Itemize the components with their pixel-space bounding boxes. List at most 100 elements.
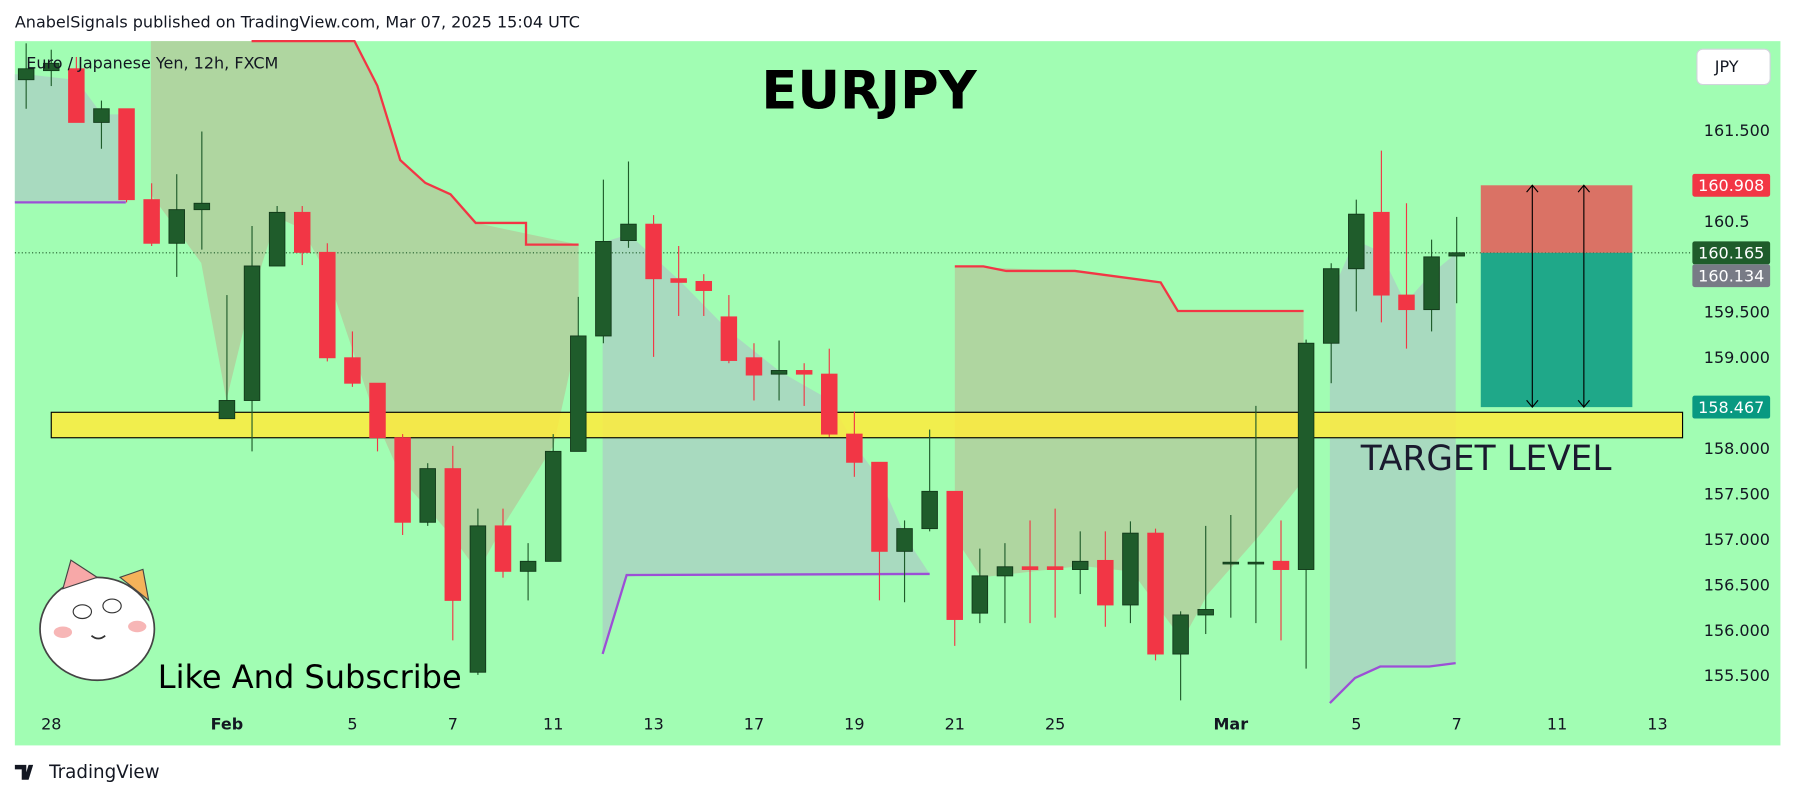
x-tick-label: 5 — [1351, 714, 1361, 733]
candle-body — [1272, 560, 1290, 570]
candle-body — [68, 68, 85, 123]
y-tick-label: 156.500 — [1704, 575, 1770, 594]
target-zone — [50, 411, 1684, 439]
candle-body — [570, 335, 587, 452]
y-tick-label: 157.500 — [1704, 484, 1770, 503]
candle-body — [1322, 268, 1340, 344]
candle-body — [193, 202, 211, 211]
y-tick-label: 158.000 — [1704, 439, 1770, 458]
candle-body — [1172, 614, 1189, 655]
zone-label: TARGET LEVEL — [1360, 439, 1612, 479]
candle-body — [896, 528, 913, 552]
trend-shade — [14, 74, 126, 203]
y-tick-label: 156.000 — [1704, 621, 1770, 640]
currency-box[interactable] — [1696, 48, 1771, 86]
candle-body — [795, 370, 813, 375]
candle-body — [745, 357, 763, 376]
annotation: Like And Subscribe — [158, 658, 462, 696]
candle-body — [419, 468, 436, 523]
arrow-head — [1526, 399, 1539, 409]
candle-body — [369, 382, 386, 439]
candle-body — [946, 490, 963, 620]
candle-body — [821, 373, 838, 435]
arrow-head — [1577, 399, 1591, 409]
x-tick-label: 11 — [543, 714, 563, 733]
candle-body — [544, 450, 562, 562]
cat-blush — [128, 620, 147, 633]
indicator-layer — [14, 40, 1456, 704]
main-layer: 155.500 156.000 156.500 157.000 157.500 158.0… — [14, 43, 1771, 733]
candle-body — [268, 211, 286, 267]
candle-body — [1297, 342, 1315, 570]
candle-body — [43, 62, 60, 72]
arrow-head — [1577, 184, 1591, 193]
candle-body — [1373, 211, 1390, 296]
candle-body — [921, 490, 938, 530]
candle-body — [1448, 252, 1465, 257]
price-tag — [1692, 395, 1771, 419]
publish-header: AnabelSignals published on TradingView.c… — [15, 12, 580, 31]
candle-body — [218, 400, 236, 420]
cat-ear — [62, 559, 99, 590]
candle-body — [1247, 561, 1265, 565]
cat-blush — [53, 626, 73, 638]
candle-body — [971, 575, 989, 614]
x-tick-label: 25 — [1045, 714, 1065, 733]
candle-body — [1097, 559, 1114, 606]
trend-shade — [150, 41, 579, 572]
price-tag — [1692, 264, 1771, 288]
candle-body — [695, 280, 713, 291]
candle-body — [118, 108, 135, 201]
y-tick-label: 155.500 — [1704, 666, 1770, 685]
x-tick-label: 17 — [744, 714, 764, 733]
candle-body — [17, 68, 35, 81]
candle-body — [519, 560, 537, 572]
cat-sticker — [39, 559, 156, 682]
supertrend-line — [1329, 661, 1456, 704]
candle-body — [143, 199, 160, 244]
x-tick-label: Feb — [211, 714, 244, 733]
trend-shade — [602, 234, 930, 654]
price-tag-label: 160.908 — [1698, 176, 1764, 195]
symbol-legend: Euro / Japanese Yen, 12h, FXCM — [26, 54, 278, 73]
logo-mark — [14, 764, 34, 780]
candle-body — [871, 461, 888, 552]
y-tick-label: 159.500 — [1704, 303, 1770, 322]
x-tick-label: 13 — [1647, 714, 1667, 733]
currency-label[interactable]: JPY — [1714, 57, 1739, 76]
candle-body — [494, 525, 512, 572]
footer-text: TradingView — [48, 762, 160, 783]
candle-body — [1222, 561, 1240, 565]
candle-body — [344, 357, 361, 384]
price-tag — [1692, 241, 1771, 265]
stop-zone — [1480, 185, 1633, 253]
candle-body — [1071, 560, 1089, 570]
candle-body — [1046, 566, 1064, 570]
candle-body — [444, 468, 462, 601]
price-tag-label: 160.134 — [1698, 266, 1764, 285]
x-tick-label: 7 — [448, 714, 458, 733]
x-tick-label: Mar — [1214, 714, 1249, 733]
candle-body — [846, 433, 863, 463]
footer-logo: TradingView — [14, 762, 160, 783]
candle-body — [645, 223, 662, 280]
x-tick-label: 5 — [347, 714, 357, 733]
x-tick-label: 28 — [41, 714, 61, 733]
candle-body — [293, 211, 311, 253]
profit-zone — [1480, 252, 1633, 408]
trend-shade — [1329, 240, 1456, 704]
candle-body — [1423, 256, 1440, 311]
x-tick-label: 13 — [643, 714, 663, 733]
supertrend-line — [601, 572, 930, 655]
price-tag-label: 160.165 — [1698, 243, 1764, 262]
supertrend-line — [251, 40, 579, 246]
candle-body — [168, 209, 185, 244]
arrow-head — [1526, 184, 1539, 193]
candle-body — [394, 437, 411, 523]
candle-body — [319, 251, 336, 359]
candle-body — [93, 108, 110, 123]
chart-title: EURJPY — [761, 60, 977, 121]
candle-body — [243, 265, 261, 401]
